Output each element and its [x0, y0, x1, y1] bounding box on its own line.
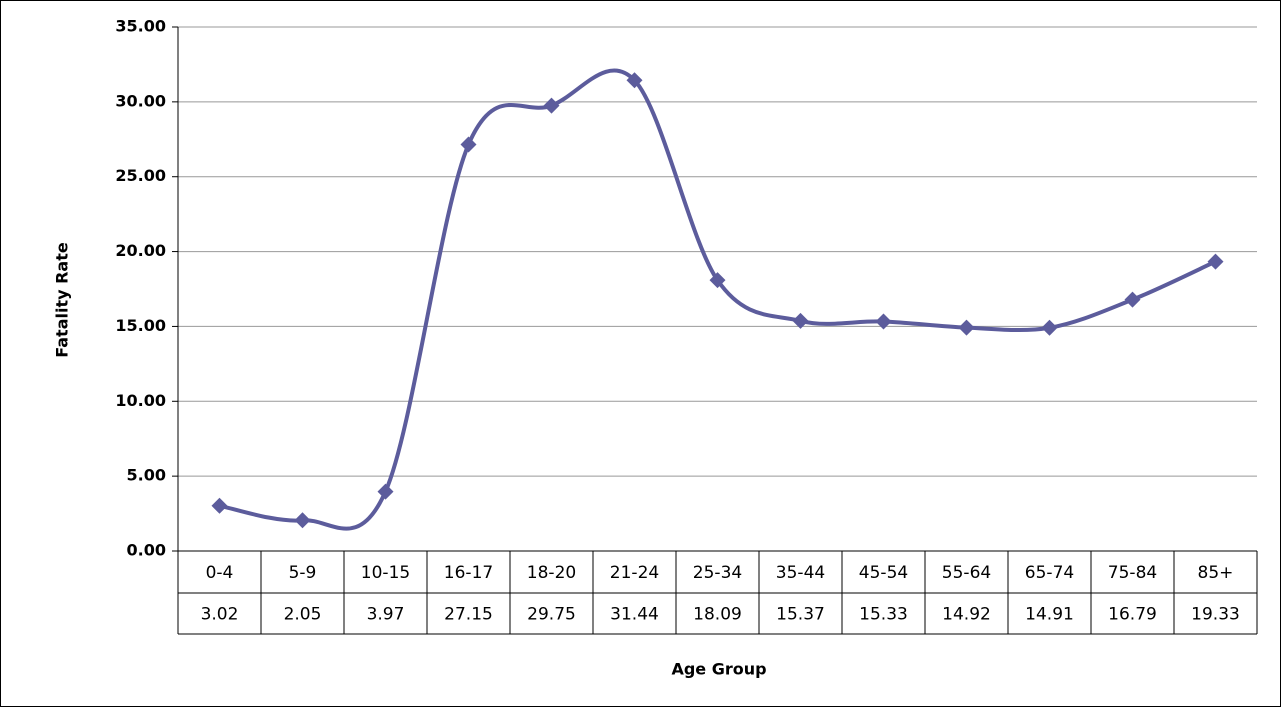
x-tick-label: 18-20: [527, 563, 576, 583]
table-value: 31.44: [610, 605, 659, 625]
data-marker: [792, 312, 809, 329]
y-tick-label: 0.00: [127, 541, 166, 560]
table-value: 16.79: [1108, 605, 1157, 625]
table-value: 27.15: [444, 605, 493, 625]
x-axis-label: Age Group: [671, 660, 766, 679]
table-value: 15.37: [776, 605, 825, 625]
y-tick-label: 25.00: [115, 166, 166, 185]
table-value: 15.33: [859, 605, 908, 625]
y-tick-label: 10.00: [115, 391, 166, 410]
y-tick-label: 20.00: [115, 241, 166, 260]
x-tick-label: 5-9: [289, 563, 317, 583]
x-tick-label: 21-24: [610, 563, 659, 583]
y-tick-label: 15.00: [115, 316, 166, 335]
table-value: 14.91: [1025, 605, 1074, 625]
x-tick-label: 45-54: [859, 563, 908, 583]
data-marker: [377, 483, 394, 500]
table-value: 18.09: [693, 605, 742, 625]
y-axis-label: Fatality Rate: [53, 242, 72, 358]
table-value: 14.92: [942, 605, 991, 625]
x-tick-label: 35-44: [776, 563, 825, 583]
x-tick-label: 16-17: [444, 563, 493, 583]
y-tick-label: 30.00: [115, 91, 166, 110]
x-tick-label: 65-74: [1025, 563, 1074, 583]
data-marker: [1041, 319, 1058, 336]
table-value: 2.05: [284, 605, 322, 625]
data-marker: [958, 319, 975, 336]
data-marker: [1124, 291, 1141, 308]
table-value: 3.97: [367, 605, 405, 625]
y-tick-label: 5.00: [127, 466, 166, 485]
data-marker: [294, 512, 311, 529]
data-marker: [460, 136, 477, 153]
x-tick-label: 75-84: [1108, 563, 1157, 583]
data-line: [219, 68, 1217, 531]
data-marker: [709, 272, 726, 289]
table-value: 3.02: [201, 605, 239, 625]
x-tick-label: 0-4: [206, 563, 234, 583]
data-marker: [626, 72, 643, 89]
x-tick-label: 10-15: [361, 563, 410, 583]
data-marker: [211, 497, 228, 514]
data-marker: [875, 313, 892, 330]
x-tick-label: 85+: [1198, 563, 1234, 583]
data-marker: [1207, 253, 1224, 270]
x-tick-label: 55-64: [942, 563, 991, 583]
x-tick-label: 25-34: [693, 563, 742, 583]
data-marker: [543, 97, 560, 114]
table-value: 29.75: [527, 605, 576, 625]
table-value: 19.33: [1191, 605, 1240, 625]
y-tick-label: 35.00: [115, 17, 166, 36]
